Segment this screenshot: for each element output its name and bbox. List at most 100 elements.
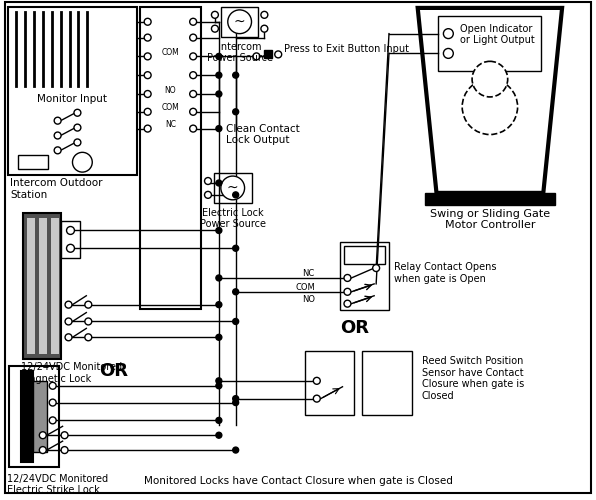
Text: Intercom Outdoor
Station: Intercom Outdoor Station xyxy=(10,178,103,200)
Bar xyxy=(33,381,46,452)
Text: COM: COM xyxy=(162,104,179,112)
Circle shape xyxy=(190,125,197,132)
Circle shape xyxy=(144,125,151,132)
Circle shape xyxy=(232,72,238,78)
Text: Press to Exit Button Input: Press to Exit Button Input xyxy=(284,44,409,54)
Text: ~: ~ xyxy=(234,15,246,29)
Circle shape xyxy=(144,90,151,98)
Circle shape xyxy=(49,399,56,406)
Text: ~: ~ xyxy=(227,181,238,195)
Circle shape xyxy=(462,79,517,134)
Text: Intercom
Power Source: Intercom Power Source xyxy=(207,42,272,63)
Bar xyxy=(221,7,259,36)
Circle shape xyxy=(85,318,92,325)
Circle shape xyxy=(144,53,151,60)
Circle shape xyxy=(344,274,351,281)
Circle shape xyxy=(216,54,222,60)
Circle shape xyxy=(216,432,222,438)
Circle shape xyxy=(190,90,197,98)
Text: Reed Switch Position
Sensor have Contact
Closure when gate is
Closed: Reed Switch Position Sensor have Contact… xyxy=(421,356,524,401)
Bar xyxy=(424,193,555,205)
Circle shape xyxy=(216,378,222,384)
Circle shape xyxy=(472,62,508,97)
Circle shape xyxy=(65,301,72,308)
Circle shape xyxy=(221,176,244,200)
Circle shape xyxy=(372,264,380,272)
Circle shape xyxy=(204,192,212,198)
Circle shape xyxy=(253,53,260,60)
Circle shape xyxy=(73,152,92,172)
Text: COM: COM xyxy=(295,284,315,292)
Circle shape xyxy=(232,400,238,406)
Circle shape xyxy=(61,446,68,454)
Circle shape xyxy=(216,383,222,388)
Circle shape xyxy=(216,126,222,132)
Bar xyxy=(61,220,80,258)
Circle shape xyxy=(144,72,151,78)
Circle shape xyxy=(232,396,238,402)
Circle shape xyxy=(74,110,81,116)
Circle shape xyxy=(232,109,238,114)
Circle shape xyxy=(85,334,92,341)
Circle shape xyxy=(144,18,151,25)
Circle shape xyxy=(65,318,72,325)
Circle shape xyxy=(216,275,222,281)
Circle shape xyxy=(61,432,68,438)
Circle shape xyxy=(54,117,61,124)
Circle shape xyxy=(216,91,222,97)
Circle shape xyxy=(216,334,222,340)
Circle shape xyxy=(344,288,351,296)
Circle shape xyxy=(67,244,74,252)
Polygon shape xyxy=(418,8,562,193)
Circle shape xyxy=(190,18,197,25)
Bar xyxy=(8,7,136,175)
Circle shape xyxy=(275,51,282,58)
Circle shape xyxy=(49,382,56,389)
Bar xyxy=(439,16,541,71)
Circle shape xyxy=(228,10,252,34)
Text: NO: NO xyxy=(164,86,176,94)
Circle shape xyxy=(74,124,81,131)
Circle shape xyxy=(232,318,238,324)
Circle shape xyxy=(216,228,222,234)
Circle shape xyxy=(232,447,238,453)
Bar xyxy=(18,156,48,169)
Circle shape xyxy=(232,246,238,251)
Text: OR: OR xyxy=(340,318,369,336)
Circle shape xyxy=(49,417,56,424)
Text: 12/24VDC Monitored
Magnetic Lock: 12/24VDC Monitored Magnetic Lock xyxy=(21,362,122,384)
Text: Open Indicator
or Light Output: Open Indicator or Light Output xyxy=(460,24,535,46)
Circle shape xyxy=(216,418,222,424)
Circle shape xyxy=(232,289,238,295)
Circle shape xyxy=(190,53,197,60)
Text: Swing or Sliding Gate
Motor Controller: Swing or Sliding Gate Motor Controller xyxy=(430,208,550,231)
Text: 12/24VDC Monitored
Electric Strike Lock: 12/24VDC Monitored Electric Strike Lock xyxy=(7,474,108,496)
Circle shape xyxy=(216,302,222,308)
Circle shape xyxy=(39,432,46,438)
Circle shape xyxy=(39,446,46,454)
Text: NC: NC xyxy=(165,120,176,129)
Bar xyxy=(214,173,252,203)
Circle shape xyxy=(313,395,320,402)
Circle shape xyxy=(443,48,454,58)
Bar xyxy=(9,366,58,467)
Text: NO: NO xyxy=(302,295,315,304)
Circle shape xyxy=(65,334,72,341)
Bar xyxy=(265,50,272,58)
Circle shape xyxy=(54,147,61,154)
Bar xyxy=(21,371,33,462)
Circle shape xyxy=(54,132,61,139)
Text: COM: COM xyxy=(162,48,179,57)
Bar xyxy=(343,246,385,264)
Bar xyxy=(340,242,389,310)
Text: Electric Lock
Power Source: Electric Lock Power Source xyxy=(200,208,266,230)
Circle shape xyxy=(204,178,212,184)
Circle shape xyxy=(190,72,197,78)
Text: Monitored Locks have Contact Closure when gate is Closed: Monitored Locks have Contact Closure whe… xyxy=(144,476,452,486)
Circle shape xyxy=(216,72,222,78)
Text: OR: OR xyxy=(100,362,129,380)
Bar xyxy=(51,218,58,354)
Circle shape xyxy=(85,301,92,308)
Circle shape xyxy=(212,12,218,18)
Circle shape xyxy=(67,226,74,234)
